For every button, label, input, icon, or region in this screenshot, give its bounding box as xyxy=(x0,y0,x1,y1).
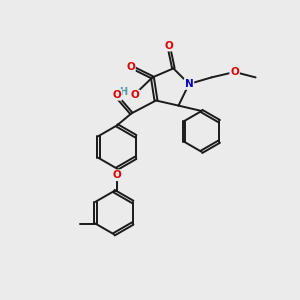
Text: O: O xyxy=(230,67,239,77)
Text: N: N xyxy=(184,79,194,89)
Text: O: O xyxy=(112,90,122,100)
Text: O: O xyxy=(164,40,173,51)
Text: O: O xyxy=(130,90,140,100)
Text: O: O xyxy=(126,61,135,72)
Text: H: H xyxy=(119,87,127,97)
Text: O: O xyxy=(112,170,122,180)
